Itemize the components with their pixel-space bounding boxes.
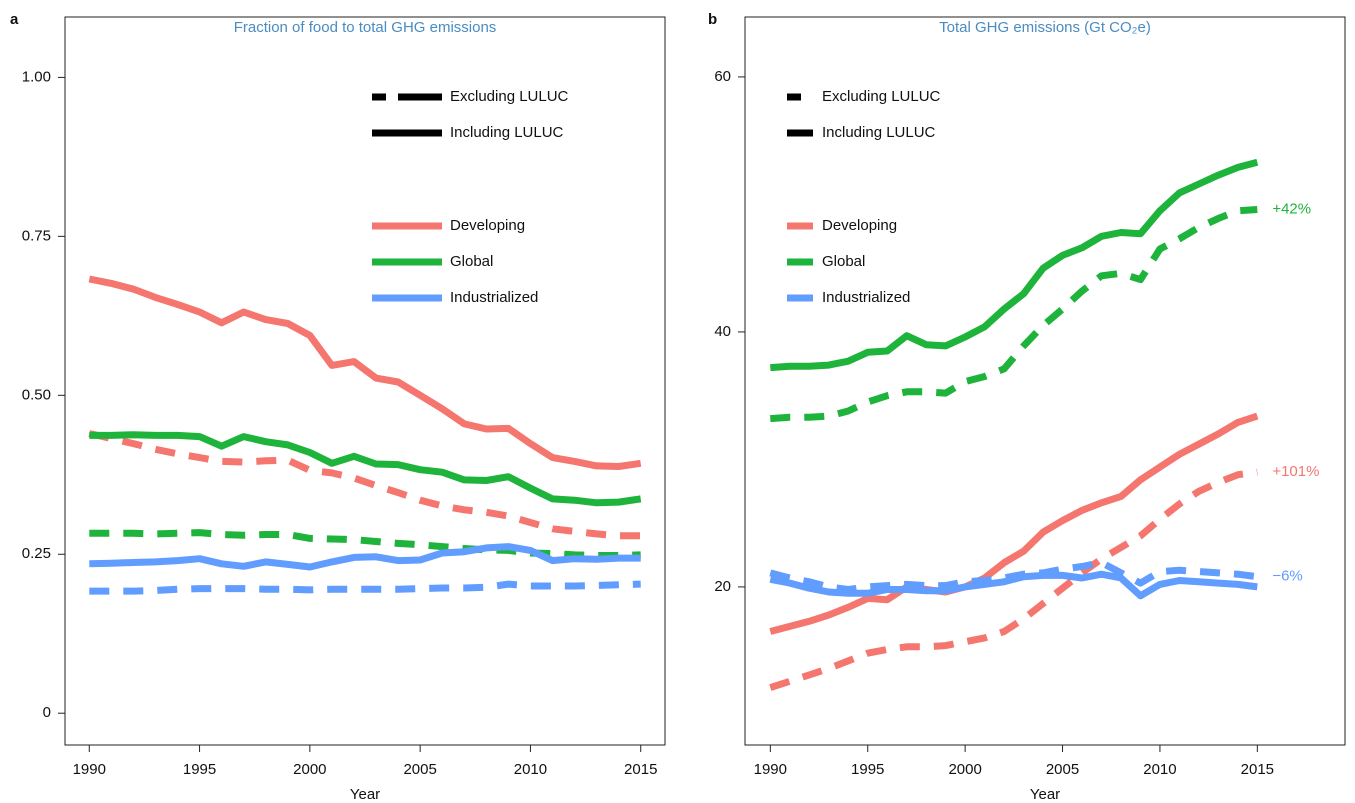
legend-label: Industrialized — [450, 289, 538, 306]
x-tick-label: 2015 — [624, 761, 657, 778]
series-line — [769, 570, 1258, 600]
panel-letter: b — [708, 11, 717, 28]
legend-label: Including LULUC — [822, 124, 936, 141]
y-tick-label: 20 — [714, 578, 731, 595]
panel-letter: a — [10, 11, 19, 28]
y-tick-label: 0 — [43, 704, 51, 721]
y-tick-label: 0.25 — [22, 545, 51, 562]
x-tick-label: 2000 — [948, 761, 981, 778]
y-tick-label: 1.00 — [22, 68, 51, 85]
legend-label: Industrialized — [822, 289, 910, 306]
y-tick-label: 0.50 — [22, 386, 51, 403]
series-line — [89, 431, 642, 507]
x-tick-label: 1990 — [73, 761, 106, 778]
y-tick-label: 0.75 — [22, 227, 51, 244]
y-tick-label: 60 — [714, 68, 731, 85]
change-label: +42% — [1272, 200, 1311, 217]
change-label: +101% — [1272, 463, 1319, 480]
x-tick-label: 2000 — [293, 761, 326, 778]
series-line — [89, 580, 641, 595]
y-tick-label: 40 — [714, 323, 731, 340]
change-label: −6% — [1272, 568, 1302, 585]
series-line — [88, 275, 642, 470]
chart-title: Fraction of food to total GHG emissions — [234, 19, 497, 36]
x-tick-label: 2010 — [514, 761, 547, 778]
x-axis-label: Year — [350, 786, 380, 803]
series-line — [89, 543, 641, 571]
legend-label: Excluding LULUC — [822, 88, 941, 105]
series-line — [770, 206, 1258, 423]
series-line — [88, 430, 641, 540]
series-line — [89, 529, 641, 559]
legend-label: Global — [450, 253, 493, 270]
plot-frame — [744, 16, 1346, 746]
x-tick-label: 2005 — [1046, 761, 1079, 778]
series-line — [770, 158, 1259, 372]
chart-title: Total GHG emissions (Gt CO₂e) — [939, 19, 1151, 36]
legend-label: Developing — [822, 217, 897, 234]
legend-label: Including LULUC — [450, 124, 564, 141]
plot-frame — [64, 16, 666, 746]
x-axis-label: Year — [1030, 786, 1060, 803]
series-line — [769, 468, 1258, 691]
x-tick-label: 2005 — [403, 761, 436, 778]
x-tick-label: 1995 — [183, 761, 216, 778]
x-tick-label: 1990 — [754, 761, 787, 778]
legend-label: Developing — [450, 217, 525, 234]
series-line — [769, 412, 1259, 635]
x-tick-label: 1995 — [851, 761, 884, 778]
legend-label: Global — [822, 253, 865, 270]
x-tick-label: 2015 — [1241, 761, 1274, 778]
x-tick-label: 2010 — [1143, 761, 1176, 778]
legend-label: Excluding LULUC — [450, 88, 569, 105]
